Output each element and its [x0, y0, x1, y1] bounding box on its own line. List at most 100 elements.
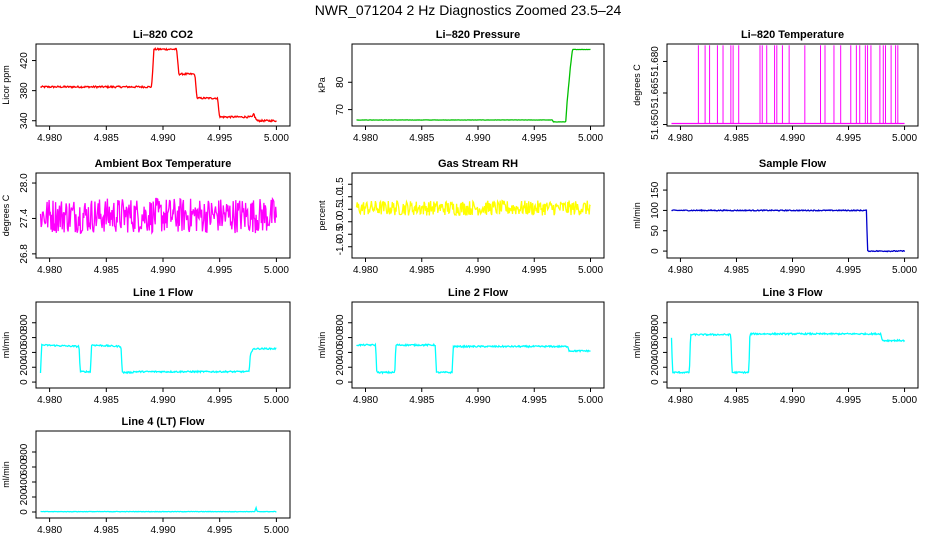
series-line-1 [40, 505, 277, 513]
series-line-1 [39, 196, 278, 235]
y-tick-label: 80 [335, 76, 346, 88]
x-tick-label: 5.000 [892, 395, 917, 406]
x-tick-label: 4.980 [37, 133, 62, 144]
x-tick-label: 4.980 [37, 395, 62, 406]
y-tick-label: 800 [650, 314, 661, 331]
x-tick-label: 4.985 [409, 265, 434, 276]
x-tick-label: 4.995 [836, 133, 861, 144]
panel-8: Line 2 Flow ml/min 4.980 4.985 4.990 4.995 5.0… [317, 287, 605, 406]
x-tick-label: 4.980 [37, 265, 62, 276]
series-line-1 [670, 331, 906, 375]
plot-frame [351, 172, 605, 259]
x-tick-label: 4.985 [724, 265, 749, 276]
x-tick-label: 4.980 [668, 133, 693, 144]
panel-title: Li–820 Pressure [436, 29, 520, 41]
y-tick-label: 0 [19, 509, 30, 515]
panel-title: Ambient Box Temperature [95, 158, 232, 170]
panel-title: Line 3 Flow [763, 287, 823, 299]
x-tick-label: 4.985 [94, 265, 119, 276]
y-tick-label: 50 [650, 225, 661, 237]
y-tick-label: 200 [19, 488, 30, 505]
x-tick-label: 4.985 [724, 133, 749, 144]
x-tick-label: 4.990 [780, 265, 805, 276]
panel-title: Li–820 Temperature [741, 29, 844, 41]
panel-3: Li–820 Temperature degrees C 4.980 4.985 4.9… [632, 29, 919, 144]
y-axis-label: percent [317, 200, 327, 231]
y-tick-label: 100 [650, 202, 661, 219]
x-tick-label: 4.985 [409, 133, 434, 144]
x-tick-label: 5.000 [578, 395, 603, 406]
x-tick-label: 4.990 [465, 395, 490, 406]
y-tick-label: 70 [335, 104, 346, 116]
plot-frame [666, 301, 919, 389]
x-tick-label: 4.995 [836, 265, 861, 276]
x-tick-label: 4.980 [353, 133, 378, 144]
panels: Li–820 CO2 Licor ppm 4.980 4.985 4.990 4.995 5… [1, 29, 919, 536]
y-tick-label: 0 [650, 379, 661, 385]
x-tick-label: 4.995 [522, 133, 547, 144]
x-tick-label: 4.995 [207, 525, 232, 536]
y-axis-label: ml/min [632, 202, 642, 229]
panel-title: Line 4 (LT) Flow [122, 416, 205, 428]
y-axis-label: degrees C [1, 194, 11, 236]
y-tick-label: 400 [650, 344, 661, 361]
series-line-1 [671, 208, 906, 253]
x-tick-label: 4.990 [150, 265, 175, 276]
x-tick-label: 4.985 [409, 395, 434, 406]
panel-6: Sample Flow ml/min 4.980 4.985 4.990 4.995 5.0… [632, 158, 919, 276]
y-axis-label: ml/min [632, 332, 642, 359]
y-tick-label: 600 [19, 329, 30, 346]
y-tick-label: 1.5 [335, 177, 346, 191]
y-tick-label: 51.665 [650, 77, 661, 108]
y-tick-label: 0 [335, 379, 346, 385]
x-tick-label: 5.000 [578, 133, 603, 144]
y-tick-label: 0.0 [335, 214, 346, 228]
x-tick-label: 4.995 [207, 265, 232, 276]
y-tick-label: 600 [335, 329, 346, 346]
panel-title: Li–820 CO2 [133, 29, 193, 41]
x-tick-label: 4.995 [522, 265, 547, 276]
y-tick-label: -1.0 [335, 238, 346, 256]
plot-frame [35, 43, 291, 127]
x-tick-label: 4.985 [94, 525, 119, 536]
y-tick-label: 0.5 [335, 202, 346, 216]
y-tick-label: 0 [19, 379, 30, 385]
y-tick-label: 150 [650, 181, 661, 198]
y-tick-label: 600 [19, 458, 30, 475]
x-tick-label: 4.990 [465, 265, 490, 276]
plot-frame [35, 430, 291, 519]
x-tick-label: 5.000 [264, 525, 289, 536]
panel-9: Line 3 Flow ml/min 4.980 4.985 4.990 4.995 5.0… [632, 287, 919, 406]
y-tick-label: 400 [19, 344, 30, 361]
y-tick-label: 200 [335, 358, 346, 375]
panel-title: Sample Flow [759, 158, 827, 170]
y-axis-label: kPa [317, 77, 327, 93]
x-tick-label: 4.980 [353, 265, 378, 276]
x-tick-label: 4.995 [836, 395, 861, 406]
panel-title: Line 2 Flow [448, 287, 508, 299]
x-tick-label: 4.990 [150, 133, 175, 144]
y-axis-label: ml/min [317, 332, 327, 359]
panel-10: Line 4 (LT) Flow ml/min 4.980 4.985 4.990 4.9… [1, 416, 291, 536]
x-tick-label: 4.995 [522, 395, 547, 406]
y-tick-label: 51.680 [650, 46, 661, 77]
x-tick-label: 4.995 [207, 133, 232, 144]
x-tick-label: 4.990 [150, 395, 175, 406]
x-tick-label: 5.000 [892, 133, 917, 144]
x-tick-label: 5.000 [264, 265, 289, 276]
x-tick-label: 4.985 [94, 133, 119, 144]
plot-frame [35, 301, 291, 389]
plot-frame [351, 301, 605, 389]
panel-4: Ambient Box Temperature degrees C 4.980 4.9… [1, 158, 291, 276]
series-line-1 [355, 199, 591, 217]
y-tick-label: 200 [650, 358, 661, 375]
series-line-1 [356, 342, 591, 375]
x-tick-label: 5.000 [264, 133, 289, 144]
x-tick-label: 4.980 [668, 265, 693, 276]
y-axis-label: ml/min [1, 332, 11, 359]
y-axis-label: degrees C [632, 64, 642, 106]
x-tick-label: 4.990 [465, 133, 490, 144]
x-tick-label: 5.000 [578, 265, 603, 276]
y-axis-label: ml/min [1, 461, 11, 488]
series-line-1 [356, 48, 591, 123]
